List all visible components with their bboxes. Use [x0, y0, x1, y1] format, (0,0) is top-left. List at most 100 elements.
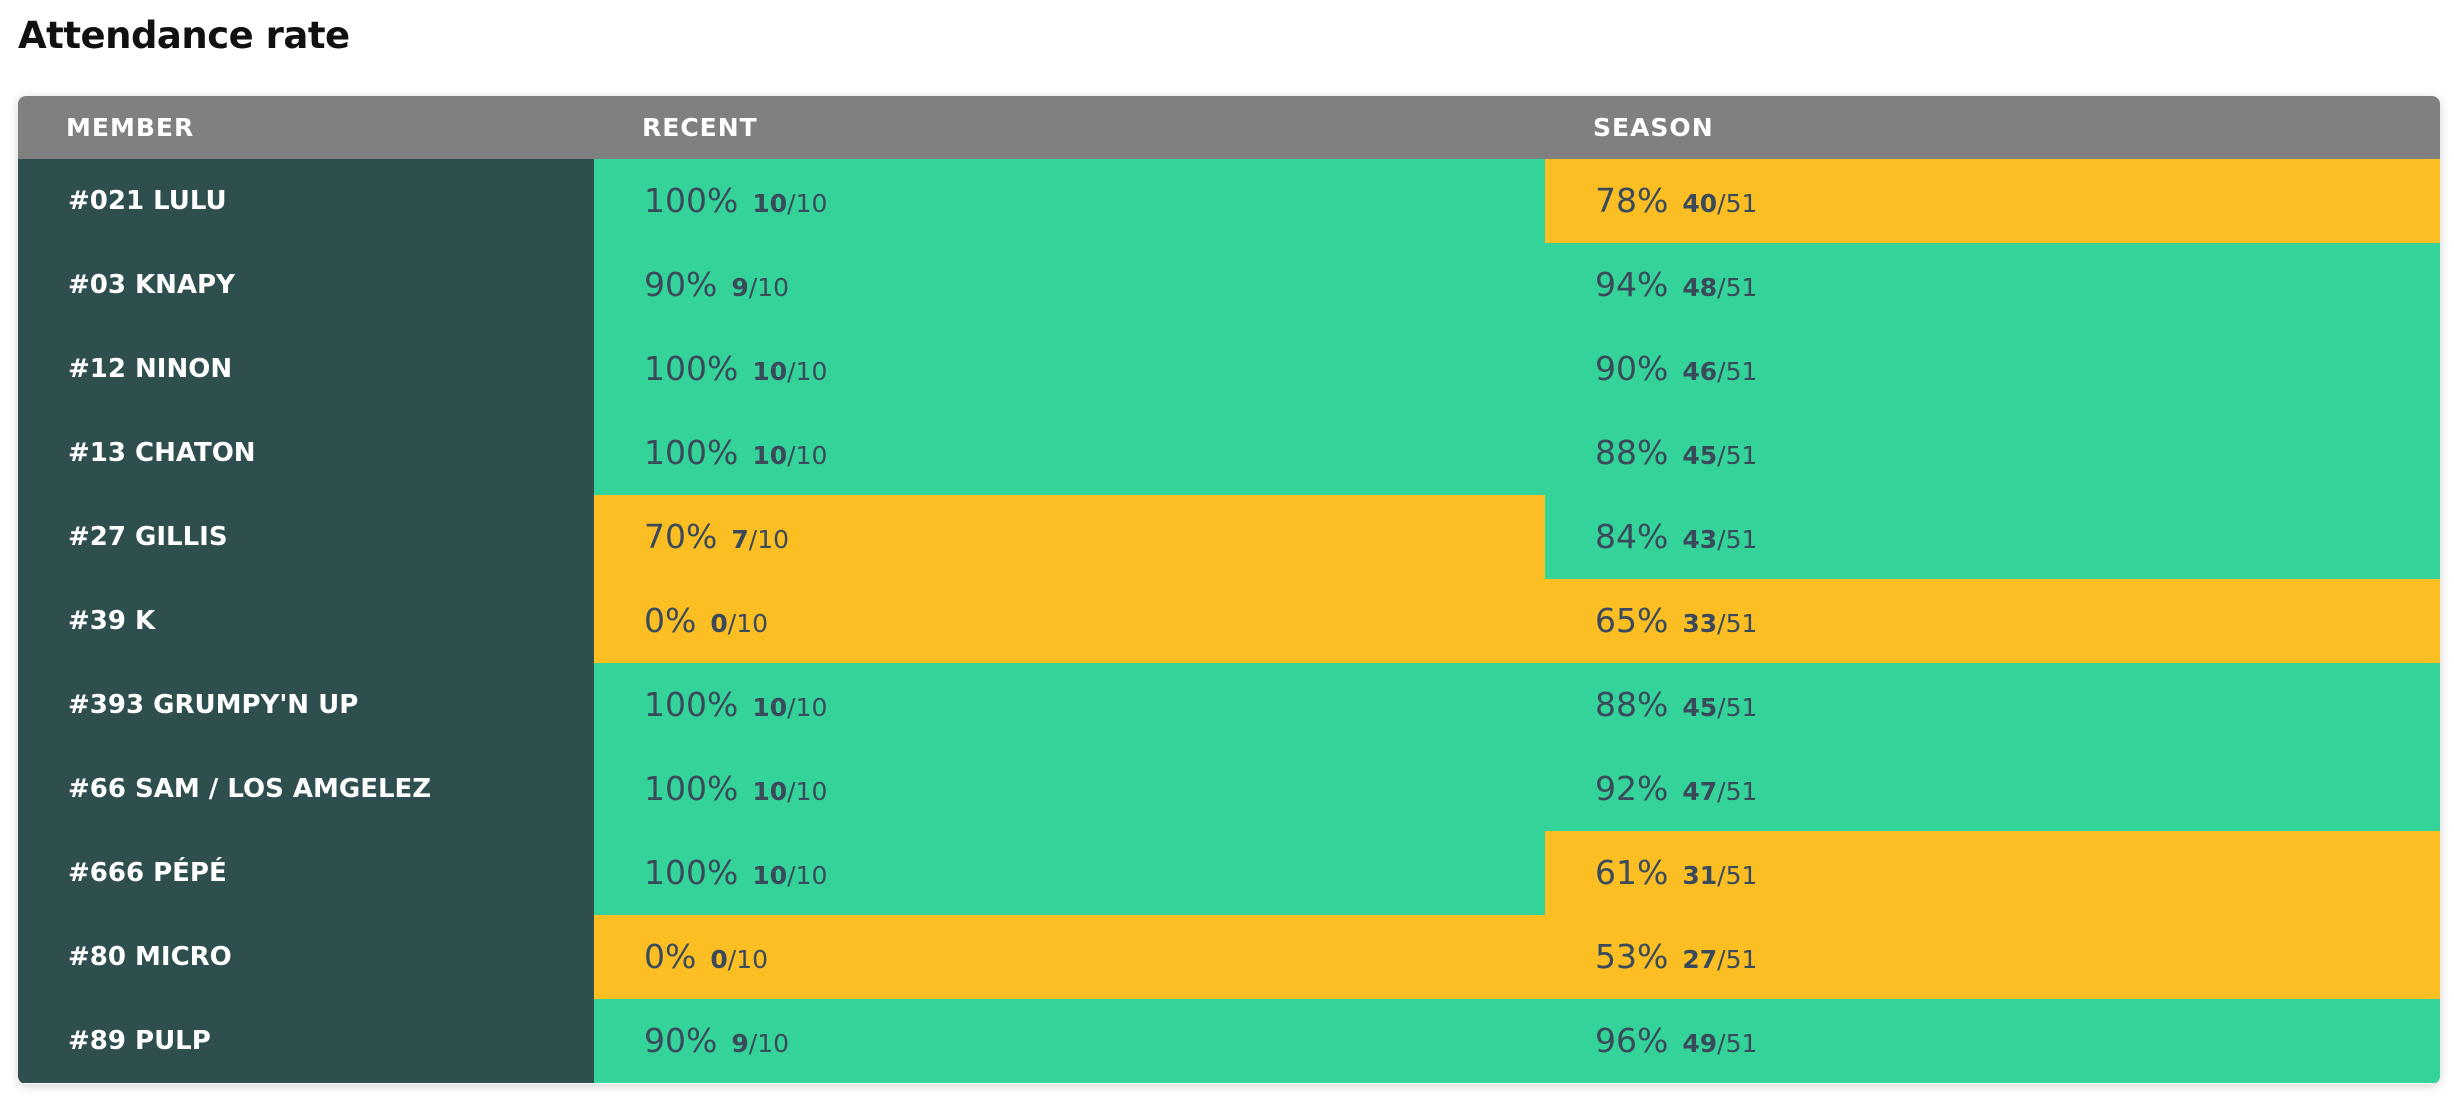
- recent-total-count: /10: [787, 693, 828, 722]
- recent-percentage: 100%: [644, 433, 739, 472]
- recent-attendance-cell: 0% 0/10: [594, 579, 1545, 663]
- member-name-cell: #89 PULP: [18, 999, 594, 1083]
- season-percentage: 61%: [1595, 853, 1669, 892]
- table-row: #03 KNAPY 90% 9/10 94% 48/51: [18, 243, 2440, 327]
- season-attended-count: 47: [1682, 777, 1718, 806]
- member-name-cell: #666 PÉPÉ: [18, 831, 594, 915]
- recent-percentage: 0%: [644, 937, 697, 976]
- recent-percentage: 70%: [644, 517, 718, 556]
- recent-attended-count: 10: [752, 189, 788, 218]
- recent-attended-count: 0: [710, 609, 728, 638]
- member-name-cell: #27 GILLIS: [18, 495, 594, 579]
- recent-percentage: 90%: [644, 1021, 718, 1060]
- recent-percentage: 100%: [644, 181, 739, 220]
- table-body: #021 LULU 100% 10/10 78% 40/51 #03 KNAPY 90% 9/…: [18, 159, 2440, 1083]
- recent-total-count: /10: [787, 777, 828, 806]
- table-row: #13 CHATON 100% 10/10 88% 45/51: [18, 411, 2440, 495]
- member-name-cell: #021 LULU: [18, 159, 594, 243]
- recent-attendance-cell: 0% 0/10: [594, 915, 1545, 999]
- table-row: #80 MICRO 0% 0/10 53% 27/51: [18, 915, 2440, 999]
- member-name-cell: #80 MICRO: [18, 915, 594, 999]
- recent-percentage: 0%: [644, 601, 697, 640]
- table-row: #12 NINON 100% 10/10 90% 46/51: [18, 327, 2440, 411]
- recent-attendance-cell: 100% 10/10: [594, 411, 1545, 495]
- season-total-count: /51: [1717, 861, 1758, 890]
- season-attendance-cell: 53% 27/51: [1545, 915, 2440, 999]
- recent-attendance-cell: 90% 9/10: [594, 243, 1545, 327]
- recent-attended-count: 10: [752, 777, 788, 806]
- season-percentage: 90%: [1595, 349, 1669, 388]
- season-attended-count: 46: [1682, 357, 1718, 386]
- season-attended-count: 43: [1682, 525, 1718, 554]
- season-total-count: /51: [1717, 525, 1758, 554]
- season-attendance-cell: 90% 46/51: [1545, 327, 2440, 411]
- season-attended-count: 27: [1682, 945, 1718, 974]
- table-header: MEMBER RECENT SEASON: [18, 96, 2440, 159]
- season-total-count: /51: [1717, 693, 1758, 722]
- season-attendance-cell: 92% 47/51: [1545, 747, 2440, 831]
- recent-attendance-cell: 100% 10/10: [594, 159, 1545, 243]
- recent-attended-count: 9: [731, 1029, 749, 1058]
- recent-total-count: /10: [787, 441, 828, 470]
- recent-attended-count: 0: [710, 945, 728, 974]
- recent-percentage: 100%: [644, 853, 739, 892]
- season-total-count: /51: [1717, 441, 1758, 470]
- column-header-season: SEASON: [1593, 113, 1714, 142]
- recent-percentage: 100%: [644, 685, 739, 724]
- recent-attendance-cell: 70% 7/10: [594, 495, 1545, 579]
- recent-attended-count: 10: [752, 441, 788, 470]
- season-attendance-cell: 96% 49/51: [1545, 999, 2440, 1083]
- season-percentage: 84%: [1595, 517, 1669, 556]
- season-attendance-cell: 94% 48/51: [1545, 243, 2440, 327]
- season-attended-count: 45: [1682, 693, 1718, 722]
- recent-attendance-cell: 100% 10/10: [594, 663, 1545, 747]
- season-percentage: 92%: [1595, 769, 1669, 808]
- table-row: #66 SAM / LOS AMGELEZ 100% 10/10 92% 47/51: [18, 747, 2440, 831]
- season-total-count: /51: [1717, 945, 1758, 974]
- member-name-cell: #39 K: [18, 579, 594, 663]
- table-row: #393 GRUMPY'N UP 100% 10/10 88% 45/51: [18, 663, 2440, 747]
- season-percentage: 88%: [1595, 433, 1669, 472]
- recent-total-count: /10: [748, 273, 789, 302]
- recent-attended-count: 10: [752, 693, 788, 722]
- season-percentage: 53%: [1595, 937, 1669, 976]
- member-name-cell: #12 NINON: [18, 327, 594, 411]
- page-title: Attendance rate: [18, 14, 350, 57]
- column-header-recent: RECENT: [642, 113, 758, 142]
- season-attendance-cell: 88% 45/51: [1545, 411, 2440, 495]
- season-attended-count: 31: [1682, 861, 1718, 890]
- recent-total-count: /10: [727, 945, 768, 974]
- season-percentage: 88%: [1595, 685, 1669, 724]
- season-attendance-cell: 84% 43/51: [1545, 495, 2440, 579]
- season-attended-count: 49: [1682, 1029, 1718, 1058]
- season-total-count: /51: [1717, 777, 1758, 806]
- season-attendance-cell: 61% 31/51: [1545, 831, 2440, 915]
- season-total-count: /51: [1717, 357, 1758, 386]
- season-percentage: 65%: [1595, 601, 1669, 640]
- season-attended-count: 48: [1682, 273, 1718, 302]
- table-row: #89 PULP 90% 9/10 96% 49/51: [18, 999, 2440, 1083]
- season-attendance-cell: 78% 40/51: [1545, 159, 2440, 243]
- recent-attended-count: 10: [752, 861, 788, 890]
- season-total-count: /51: [1717, 1029, 1758, 1058]
- season-attended-count: 33: [1682, 609, 1718, 638]
- member-name-cell: #66 SAM / LOS AMGELEZ: [18, 747, 594, 831]
- recent-attended-count: 10: [752, 357, 788, 386]
- recent-total-count: /10: [748, 1029, 789, 1058]
- season-percentage: 94%: [1595, 265, 1669, 304]
- recent-total-count: /10: [787, 357, 828, 386]
- recent-total-count: /10: [727, 609, 768, 638]
- table-row: #021 LULU 100% 10/10 78% 40/51: [18, 159, 2440, 243]
- column-header-member: MEMBER: [66, 113, 195, 142]
- recent-attended-count: 9: [731, 273, 749, 302]
- season-total-count: /51: [1717, 189, 1758, 218]
- season-attended-count: 45: [1682, 441, 1718, 470]
- attendance-table: MEMBER RECENT SEASON #021 LULU 100% 10/10 7…: [18, 96, 2440, 1084]
- recent-percentage: 90%: [644, 265, 718, 304]
- season-attendance-cell: 65% 33/51: [1545, 579, 2440, 663]
- table-row: #39 K 0% 0/10 65% 33/51: [18, 579, 2440, 663]
- season-attended-count: 40: [1682, 189, 1718, 218]
- season-total-count: /51: [1717, 609, 1758, 638]
- table-row: #27 GILLIS 70% 7/10 84% 43/51: [18, 495, 2440, 579]
